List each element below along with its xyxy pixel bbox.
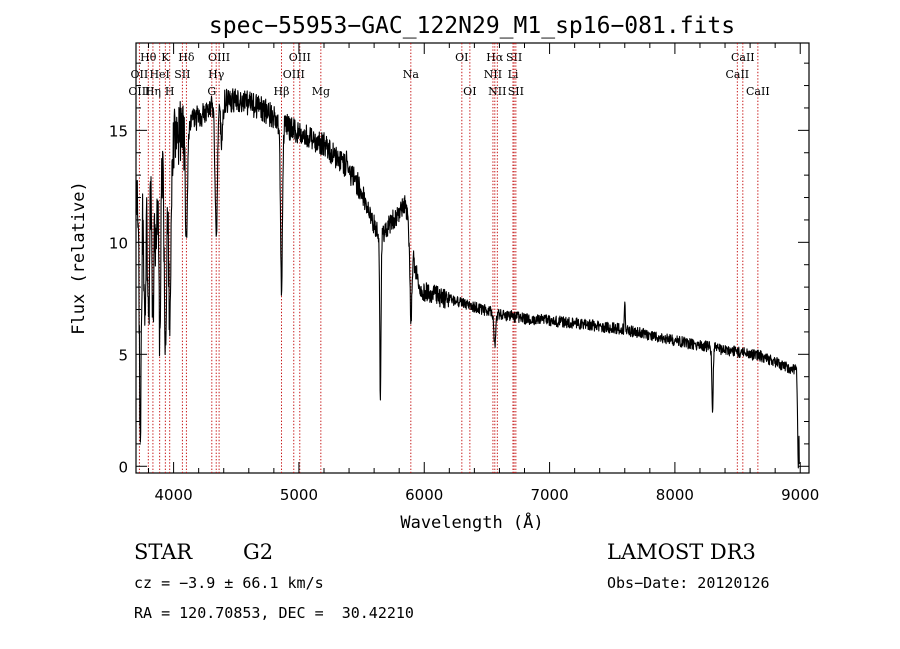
- line-label: NII: [484, 68, 502, 81]
- y-tick-label: 0: [118, 458, 128, 476]
- line-label: G: [207, 85, 216, 98]
- line-label: CaII: [725, 68, 749, 81]
- line-label: OIII: [208, 51, 230, 64]
- line-label: OII: [131, 68, 149, 81]
- axis-ticks: 4000 5000 6000 7000 8000 9000 0 5 10 15: [109, 43, 819, 504]
- redshift-velocity: cz = −3.9 ± 66.1 km/s: [134, 574, 324, 592]
- x-tick-label: 4000: [155, 486, 193, 504]
- line-label: Hγ: [208, 68, 225, 81]
- line-label: Na: [403, 68, 420, 81]
- line-label: Hβ: [274, 85, 290, 98]
- line-label: HeI: [149, 68, 169, 81]
- line-label: CaII: [731, 51, 755, 64]
- x-tick-label: 7000: [530, 486, 568, 504]
- line-label: Hθ: [140, 51, 157, 64]
- line-label: Li: [508, 68, 519, 81]
- plot-border: [135, 42, 810, 474]
- y-tick-label: 10: [109, 234, 128, 252]
- spectral-line-markers: Hθ OII OIII K HeI Hη Hδ SII H OIII Hγ G OIII OIII Hβ Mg…: [128, 43, 770, 473]
- y-axis-label: Flux (relative): [69, 181, 89, 335]
- flux-layer: [135, 88, 800, 469]
- line-label: OIII: [283, 68, 305, 81]
- line-label: OIII: [289, 51, 311, 64]
- line-label: H: [165, 85, 175, 98]
- x-tick-label: 6000: [405, 486, 443, 504]
- chart-title: spec−55953−GAC_122N29_M1_sp16−081.fits: [209, 13, 735, 39]
- line-label: K: [161, 51, 170, 64]
- coordinates: RA = 120.70853, DEC = 30.42210: [134, 604, 414, 622]
- x-tick-label: 9000: [781, 486, 819, 504]
- survey-name: LAMOST DR3: [607, 540, 756, 564]
- line-label: SII: [508, 85, 524, 98]
- x-axis-label: Wavelength (Å): [400, 511, 543, 533]
- line-label: OI: [455, 51, 468, 64]
- line-label: OIII: [128, 85, 150, 98]
- x-tick-label: 8000: [656, 486, 694, 504]
- object-subclass: G2: [243, 540, 274, 564]
- line-label: Hδ: [178, 51, 195, 64]
- line-label: NII: [488, 85, 506, 98]
- line-label: OI: [463, 85, 476, 98]
- x-tick-label: 5000: [280, 486, 318, 504]
- line-label: CaII: [746, 85, 770, 98]
- object-class: STAR: [134, 540, 193, 564]
- line-label: Hα: [486, 51, 504, 64]
- observation-date: Obs−Date: 20120126: [607, 574, 770, 592]
- y-tick-label: 5: [118, 346, 128, 364]
- plot-frame: [135, 42, 810, 474]
- flux-line: [135, 88, 800, 469]
- line-label: SII: [174, 68, 190, 81]
- line-label: SII: [506, 51, 522, 64]
- line-label: Mg: [312, 85, 330, 98]
- y-tick-label: 15: [109, 122, 128, 140]
- line-label: Hη: [145, 85, 161, 98]
